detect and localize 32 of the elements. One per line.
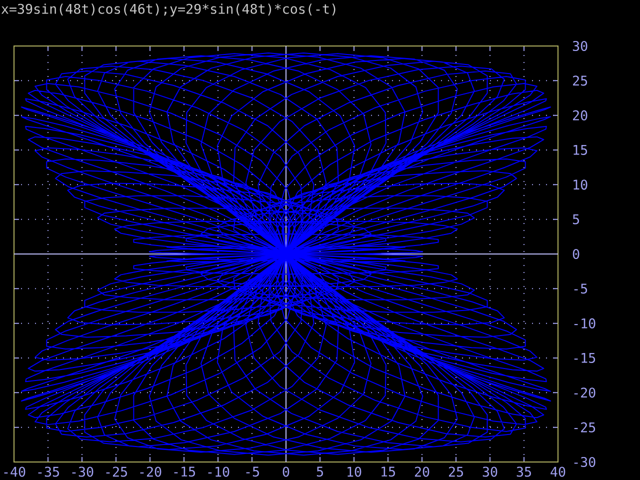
y-tick-label: -10 <box>574 318 596 328</box>
x-tick-label: 15 <box>382 466 395 477</box>
y-tick-label: -5 <box>574 284 588 294</box>
y-tick-label: 10 <box>574 180 588 190</box>
x-tick-label: -30 <box>72 466 94 477</box>
x-tick-label: -40 <box>4 466 26 477</box>
y-tick-label: -30 <box>574 456 596 468</box>
y-tick-label: 20 <box>573 110 588 120</box>
x-tick-label: -10 <box>208 466 230 477</box>
y-tick-label: 25 <box>573 76 588 86</box>
line-series <box>20 52 552 456</box>
x-tick-label: 40 <box>550 466 566 477</box>
chart-title: x=39sin(48t)cos(46t);y=29*sin(48t)*cos(-t) <box>1 4 336 17</box>
x-tick-label: -20 <box>140 466 162 477</box>
y-tick-label: -20 <box>574 388 596 398</box>
x-tick-label: 20 <box>414 466 430 477</box>
x-tick-label: 0 <box>282 466 290 477</box>
x-tick-label: 35 <box>516 466 531 477</box>
x-tick-label: -15 <box>174 466 195 477</box>
y-tick-label: 5 <box>572 214 580 224</box>
x-tick-label: 10 <box>348 466 362 477</box>
x-tick-label: -35 <box>38 466 59 477</box>
y-tick-label: -25 <box>574 422 596 432</box>
x-tick-label: 30 <box>482 466 498 477</box>
x-tick-label: 5 <box>316 466 323 477</box>
y-tick-label: -15 <box>574 353 596 363</box>
x-tick-label: -25 <box>106 466 127 477</box>
x-tick-label: 25 <box>448 466 463 477</box>
x-tick-label: -5 <box>246 466 259 477</box>
y-tick-label: 30 <box>572 40 588 52</box>
y-tick-label: 0 <box>572 248 580 260</box>
y-tick-label: 15 <box>574 145 588 155</box>
